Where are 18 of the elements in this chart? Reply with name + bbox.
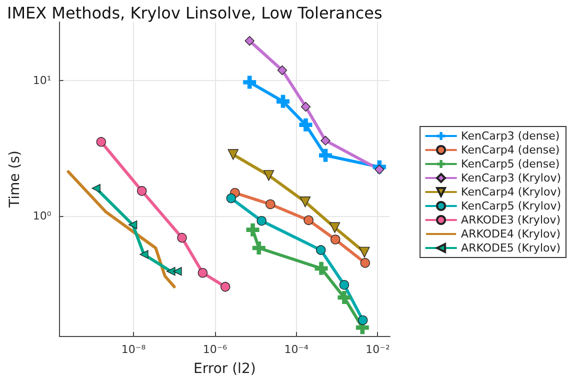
x-tick-label: 10⁻⁴ [284, 343, 310, 356]
legend-label: KenCarp5 (Krylov) [461, 200, 561, 212]
y-tick-label: 10¹ [32, 74, 52, 87]
y-tick-label: 10⁰ [32, 209, 52, 222]
legend-label: KenCarp5 (dense) [461, 158, 560, 170]
legend-label: ARKODE5 (Krylov) [461, 242, 561, 254]
y-axis-title: Time (s) [7, 150, 23, 208]
chart-title: IMEX Methods, Krylov Linsolve, Low Tolerances [7, 4, 382, 22]
x-tick-label: 10⁻² [366, 343, 390, 356]
legend-label: ARKODE4 (Krylov) [461, 228, 561, 240]
x-axis-title: Error (l2) [194, 361, 256, 377]
x-tick-label: 10⁻⁸ [121, 343, 146, 356]
legend-label: KenCarp3 (dense) [461, 130, 560, 142]
legend-label: KenCarp4 (dense) [461, 144, 560, 156]
legend-label: ARKODE3 (Krylov) [461, 214, 561, 226]
x-tick-label: 10⁻⁶ [202, 343, 228, 356]
legend-label: KenCarp3 (Krylov) [461, 172, 561, 184]
legend-label: KenCarp4 (Krylov) [461, 186, 561, 198]
